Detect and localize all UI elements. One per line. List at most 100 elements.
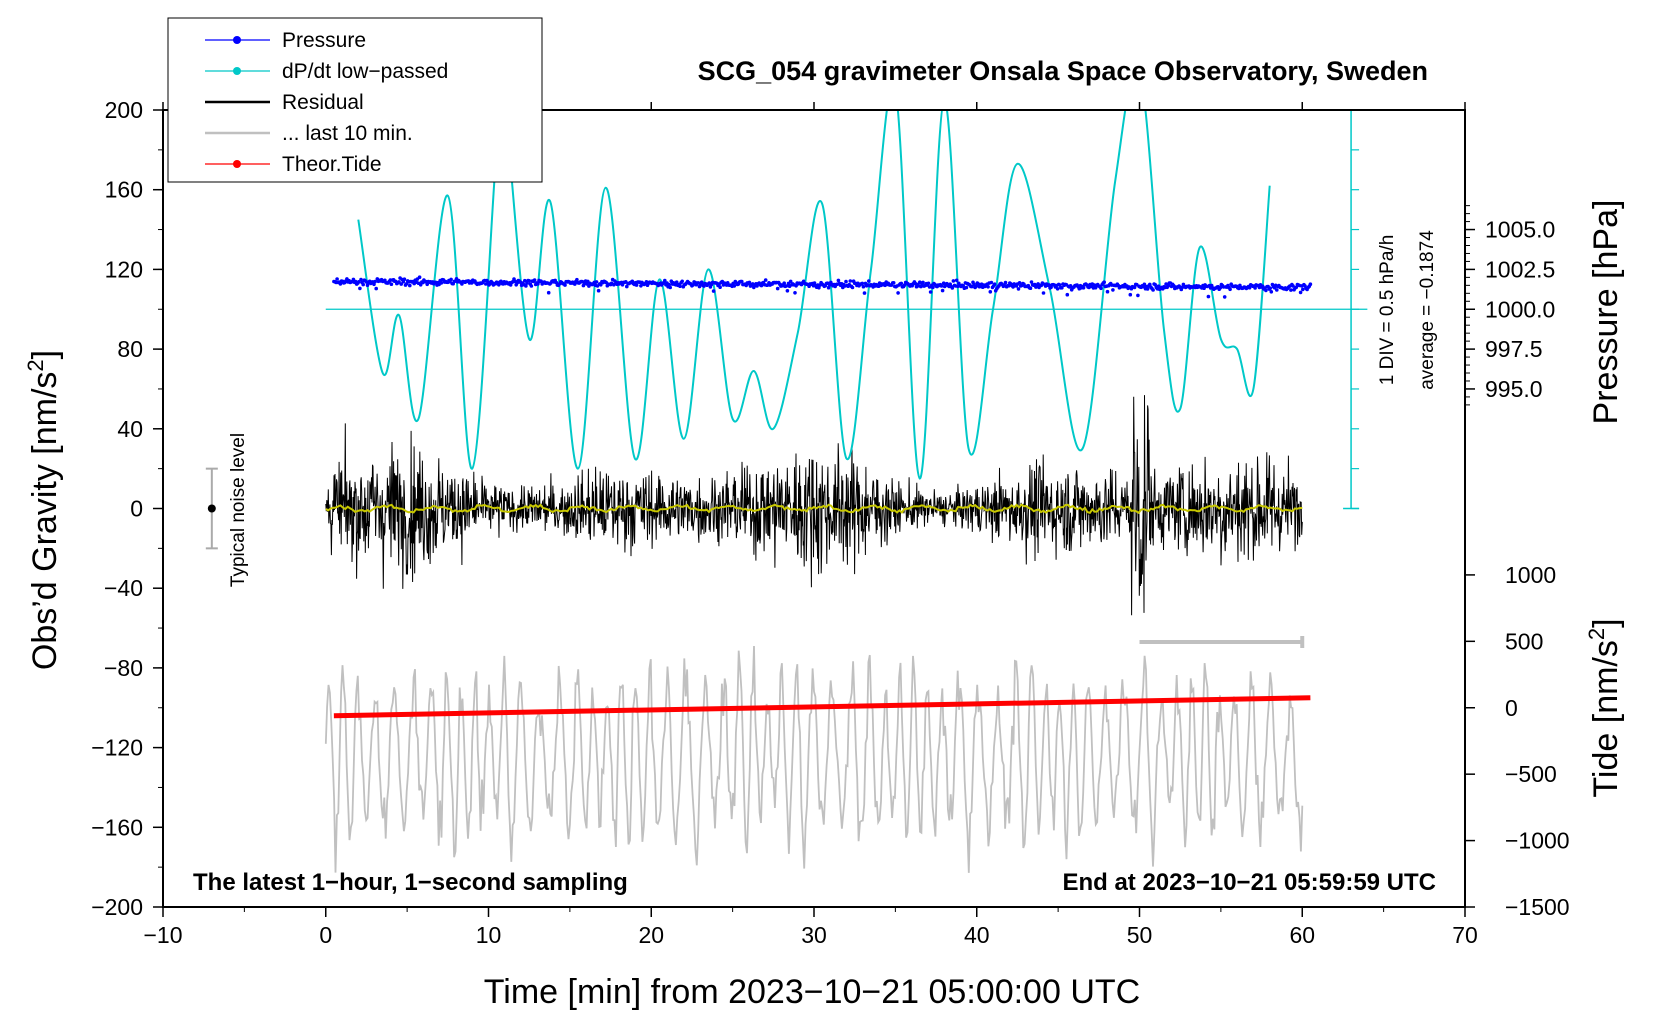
pressure-point bbox=[747, 280, 752, 285]
pressure-point bbox=[374, 286, 379, 291]
y-tick-label: 80 bbox=[117, 336, 143, 362]
y-axis-title-left-sup: 2 bbox=[23, 359, 48, 371]
pressure-tick-label: 995.0 bbox=[1485, 376, 1543, 402]
pressure-point bbox=[711, 289, 716, 293]
pressure-point bbox=[634, 283, 639, 287]
y-axis-title-tide-close: ] bbox=[1587, 618, 1625, 627]
pressure-point bbox=[899, 281, 904, 286]
pressure-point bbox=[785, 289, 790, 293]
y-tick-label: 160 bbox=[105, 177, 143, 203]
pressure-point bbox=[1222, 295, 1227, 299]
pressure-point bbox=[940, 288, 945, 293]
pressure-point bbox=[954, 278, 959, 283]
pressure-point bbox=[1268, 286, 1272, 291]
x-tick-label: 20 bbox=[638, 922, 664, 948]
pressure-point bbox=[1269, 290, 1274, 294]
pressure-point bbox=[989, 280, 994, 285]
pressure-point bbox=[417, 275, 422, 280]
pressure-point bbox=[986, 285, 990, 289]
pressure-point bbox=[691, 283, 695, 287]
y-tick-label: 120 bbox=[105, 256, 143, 282]
pressure-point bbox=[358, 286, 362, 291]
series-last-10-min bbox=[324, 645, 1304, 873]
y-tick-label: −80 bbox=[104, 655, 143, 681]
legend-items: Pressure dP/dt low−passed Residual ... last… bbox=[205, 29, 448, 176]
pressure-point bbox=[357, 280, 361, 284]
y-axis-title-left-main: Obs’d Gravity [nm/s bbox=[26, 372, 64, 671]
y-axis-title-left: Obs’d Gravity [nm/s2] bbox=[23, 350, 64, 670]
pressure-point bbox=[860, 281, 865, 286]
pressure-point bbox=[921, 280, 925, 285]
pressure-point bbox=[775, 286, 780, 291]
pressure-point bbox=[1060, 286, 1064, 290]
legend-label: Residual bbox=[282, 91, 364, 114]
pressure-point bbox=[867, 279, 871, 283]
tide-tick-label: −500 bbox=[1505, 761, 1557, 787]
pressure-point bbox=[373, 279, 377, 284]
pressure-point bbox=[1206, 294, 1211, 299]
series-layer bbox=[205, 109, 1368, 873]
legend-label: Theor.Tide bbox=[282, 153, 382, 176]
legend: Pressure dP/dt low−passed Residual ... last… bbox=[167, 17, 543, 183]
pressure-point bbox=[351, 277, 356, 282]
pressure-point bbox=[788, 279, 793, 284]
pressure-point bbox=[1099, 286, 1103, 291]
pressure-point bbox=[1153, 282, 1157, 287]
pressure-point bbox=[359, 277, 363, 282]
pressure-point bbox=[793, 291, 797, 295]
pressure-point bbox=[1294, 285, 1299, 290]
pressure-point bbox=[1041, 291, 1046, 295]
y-tick-label: −200 bbox=[91, 894, 143, 920]
pressure-point bbox=[740, 279, 744, 284]
pressure-point bbox=[1055, 287, 1060, 291]
pressure-point bbox=[1081, 286, 1086, 290]
tide-tick-label: −1000 bbox=[1505, 828, 1570, 854]
pressure-point bbox=[1264, 288, 1268, 293]
y-axis-title-tide-main: Tide [nm/s bbox=[1587, 640, 1625, 797]
x-tick-label: −10 bbox=[143, 922, 182, 948]
pressure-point bbox=[1017, 281, 1022, 285]
pressure-point bbox=[1228, 287, 1232, 292]
pressure-point bbox=[891, 281, 896, 285]
legend-box bbox=[167, 17, 543, 183]
pressure-point bbox=[399, 282, 404, 286]
pressure-point bbox=[449, 277, 453, 282]
pressure-point bbox=[523, 278, 527, 283]
pressure-point bbox=[497, 283, 501, 287]
pressure-point bbox=[1102, 280, 1106, 285]
pressure-point bbox=[1132, 285, 1137, 290]
pressure-point bbox=[850, 285, 855, 290]
pressure-point bbox=[678, 284, 682, 289]
pressure-point bbox=[1151, 288, 1155, 292]
noise-bar-dot bbox=[207, 504, 216, 513]
series-residual-smoothed bbox=[325, 503, 1303, 515]
pressure-point bbox=[763, 278, 768, 282]
pressure-point bbox=[1253, 286, 1257, 290]
pressure-point bbox=[546, 290, 551, 295]
pressure-point bbox=[365, 283, 370, 288]
pressure-point bbox=[527, 279, 531, 283]
pressure-tick-label: 997.5 bbox=[1485, 336, 1543, 362]
pressure-point bbox=[718, 285, 722, 290]
pressure-point bbox=[599, 283, 603, 287]
pressure-point bbox=[1145, 287, 1150, 291]
y-axis-title-pressure: Pressure [hPa] bbox=[1587, 200, 1625, 425]
pressure-point bbox=[1289, 288, 1293, 292]
y-axis-title-tide-sup: 2 bbox=[1584, 628, 1609, 640]
x-tick-label: 50 bbox=[1127, 922, 1153, 948]
pressure-point bbox=[529, 284, 534, 288]
pressure-point bbox=[964, 285, 969, 290]
pressure-point bbox=[667, 282, 671, 287]
pressure-point bbox=[1128, 292, 1133, 297]
series-pressure bbox=[332, 275, 1313, 299]
pressure-point bbox=[372, 282, 376, 287]
pressure-point bbox=[826, 285, 831, 290]
pressure-point bbox=[926, 281, 931, 286]
pressure-point bbox=[812, 281, 817, 285]
pressure-point bbox=[992, 282, 997, 287]
legend-label: ... last 10 min. bbox=[282, 122, 413, 145]
pressure-point bbox=[674, 280, 679, 285]
series-residual bbox=[325, 395, 1303, 616]
pressure-point bbox=[1136, 293, 1140, 298]
